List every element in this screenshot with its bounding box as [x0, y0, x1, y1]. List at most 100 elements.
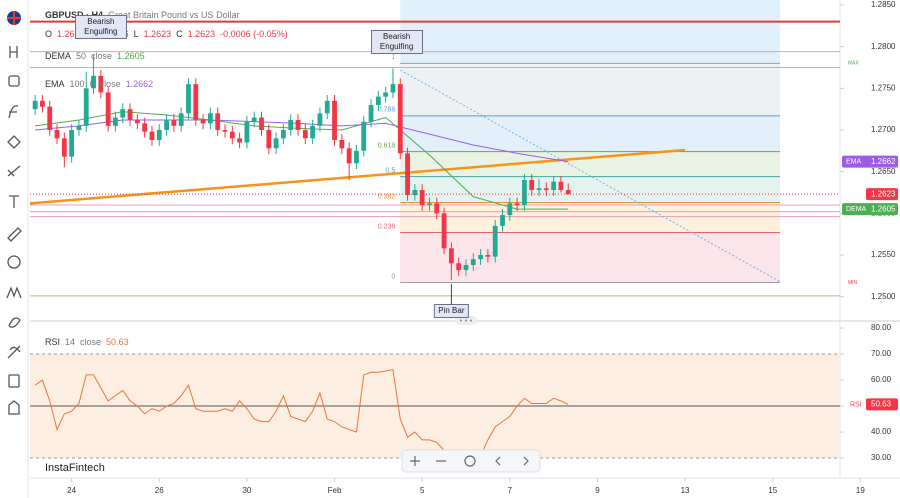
indicator-badge [842, 155, 898, 168]
y-tick-label: 1.2750 [871, 83, 896, 92]
annotation: Bearish Engulfing [74, 15, 127, 40]
tool-icon[interactable] [8, 75, 20, 87]
fib-band [400, 202, 781, 233]
x-tick-label: 5 [420, 486, 425, 495]
candle-body [164, 120, 169, 130]
candle-body [251, 117, 257, 122]
candle-body [514, 203, 520, 205]
indicator-name: DEMA [45, 51, 72, 61]
candle-body [134, 120, 140, 124]
axes: MAXMIN80.0070.0060.0050.0040.0030.00RSI5… [67, 0, 898, 495]
indicator-badge-name: DEMA [846, 206, 867, 213]
ohlc-change: -0.0006 (-0.05%) [220, 29, 288, 39]
candle-body [478, 255, 483, 260]
candle-body [127, 109, 133, 120]
indicator-badge-label: 1.2605 [871, 204, 896, 213]
y-tick-label: 1.2650 [871, 167, 896, 176]
y-tick-label: 40.00 [871, 427, 892, 436]
fib-level-label: 0.618 [378, 143, 396, 150]
candle-body [266, 130, 272, 149]
x-tick-label: 9 [595, 486, 600, 495]
fib-min-label: MIN [848, 280, 858, 286]
more-button[interactable] [455, 316, 477, 325]
fib-level-label: 0 [391, 273, 395, 280]
y-tick-label: 1.2800 [871, 42, 896, 51]
candle-body [492, 225, 498, 257]
fib-level-label: 0.236 [378, 223, 396, 230]
candle-body [120, 109, 126, 118]
tool-icon[interactable] [7, 165, 21, 177]
candle-body [470, 259, 476, 265]
indicator-legend: EMA 100 0 close 1.2662 [45, 79, 153, 89]
zoom-in[interactable] [410, 456, 420, 466]
candle-body [54, 130, 60, 139]
rsi-badge [866, 398, 898, 411]
fib-level-label: 0.5 [386, 168, 396, 175]
tool-icon[interactable] [8, 317, 21, 328]
candle-body [419, 190, 425, 205]
zoom-reset[interactable] [464, 455, 476, 467]
candle-body [456, 263, 462, 270]
tool-icon[interactable] [8, 374, 20, 388]
candle-body [273, 138, 279, 149]
candle-body [397, 84, 403, 154]
tool-icon[interactable] [7, 345, 21, 359]
candle-body [200, 120, 206, 124]
candle-body [565, 190, 571, 195]
candle-body [434, 203, 440, 214]
tool-icon[interactable] [8, 400, 20, 415]
candle-body [259, 117, 264, 130]
tool-icon[interactable] [6, 286, 22, 299]
y-tick-label: 30.00 [871, 453, 892, 462]
x-tick-label: 26 [155, 486, 164, 495]
tool-icon[interactable] [7, 255, 21, 269]
dot [470, 319, 472, 322]
candle-body [441, 213, 447, 249]
candle-body [288, 120, 294, 130]
candle-body [295, 120, 301, 130]
tool-icon[interactable] [7, 227, 22, 242]
tools [6, 46, 22, 415]
x-tick-label: 19 [856, 486, 865, 495]
candle-body [91, 75, 96, 89]
candle-body [215, 113, 221, 130]
candle-body [361, 121, 367, 151]
tool-icon[interactable] [9, 195, 19, 208]
candle-body [47, 106, 53, 130]
candle-body [156, 130, 162, 140]
candle-body [244, 121, 250, 143]
candle-body [529, 180, 535, 190]
indicator-param: close [99, 79, 121, 89]
tool-icon[interactable] [7, 135, 21, 149]
x-tick-label: 13 [681, 486, 690, 495]
fib-band [400, 63, 781, 116]
candle-body [61, 138, 67, 157]
y-tick-label: 80.00 [871, 323, 892, 332]
candle-body [83, 88, 89, 126]
y-tick-label: 60.00 [871, 375, 892, 384]
candle-body [98, 75, 104, 93]
rsi-param: 14 [65, 337, 76, 347]
tool-icon[interactable] [8, 105, 19, 119]
candle-body [178, 113, 184, 126]
candle-body [463, 265, 469, 270]
candle-body [281, 130, 286, 139]
header-title-row: GBPUSD · H4 Great Britain Pound vs US Do… [45, 10, 240, 20]
candle-body [332, 100, 337, 140]
scroll-right[interactable] [523, 456, 529, 466]
candle-body [142, 123, 148, 132]
candle-body [485, 255, 491, 257]
x-tick-label: 15 [768, 486, 777, 495]
ohlc-label: C [176, 29, 183, 39]
price-badge-label: 1.2623 [871, 189, 896, 198]
indicator-param: 100 [69, 79, 85, 89]
rsi-value: 50.63 [106, 337, 129, 347]
candle-body [193, 84, 199, 120]
ohlc-label: O [45, 29, 53, 39]
annotation: Pin Bar [434, 304, 469, 318]
tool-icon[interactable] [9, 46, 18, 58]
candle-body [368, 105, 374, 122]
x-tick-label: 24 [67, 486, 76, 495]
scroll-left[interactable] [495, 456, 501, 466]
